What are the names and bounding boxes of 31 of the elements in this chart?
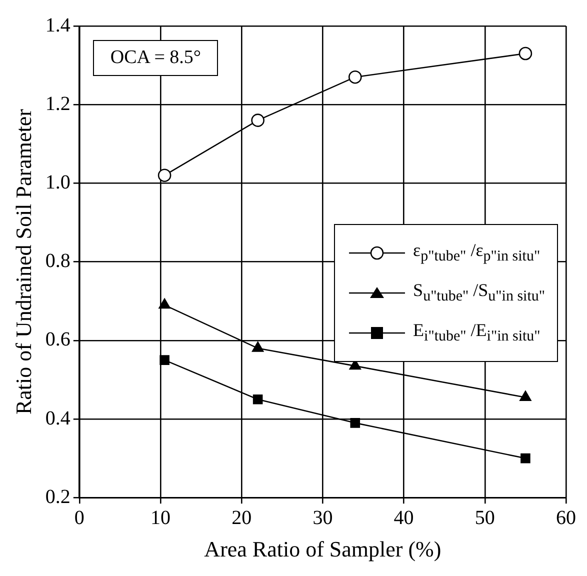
legend-label: ε$_{p"tube"}$ /ε$_{p"in situ"}$	[413, 240, 540, 266]
point	[158, 298, 170, 309]
y-tick-label: 1.0	[45, 171, 70, 194]
point	[160, 355, 170, 365]
y-tick-label: 0.8	[45, 250, 70, 272]
x-tick-label: 10	[150, 506, 170, 529]
y-axis-title: Ratio of Undrained Soil Parameter	[10, 108, 36, 415]
point	[348, 70, 362, 84]
x-axis-title: Area Ratio of Sampler (%)	[204, 536, 442, 562]
y-tick-label: 1.2	[45, 92, 70, 115]
point	[520, 390, 532, 402]
x-tick-label: 30	[312, 506, 333, 529]
x-tick-label: 60	[556, 506, 576, 529]
x-tick-label: 20	[232, 506, 252, 529]
point	[520, 453, 530, 464]
point	[158, 168, 172, 182]
y-tick-label: 1.4	[45, 14, 70, 36]
legend-label: S$_{u"tube"}$ /S$_{u"in situ"}$	[413, 280, 545, 306]
point	[518, 46, 532, 60]
y-tick-label: 0.6	[45, 328, 70, 351]
x-tick-label: 40	[394, 506, 414, 529]
legend-label: E$_{i"tube"}$ /E$_{i"in situ"}$	[413, 320, 540, 346]
point	[350, 418, 360, 428]
point	[252, 342, 264, 352]
y-tick-label: 0.4	[45, 407, 70, 430]
annotation: OCA = 8.5°	[93, 40, 218, 76]
x-tick-label: 0	[74, 506, 84, 529]
y-tick-label: 0.2	[45, 486, 70, 508]
point	[251, 114, 264, 127]
x-tick-label: 50	[474, 506, 495, 529]
point	[252, 394, 263, 404]
